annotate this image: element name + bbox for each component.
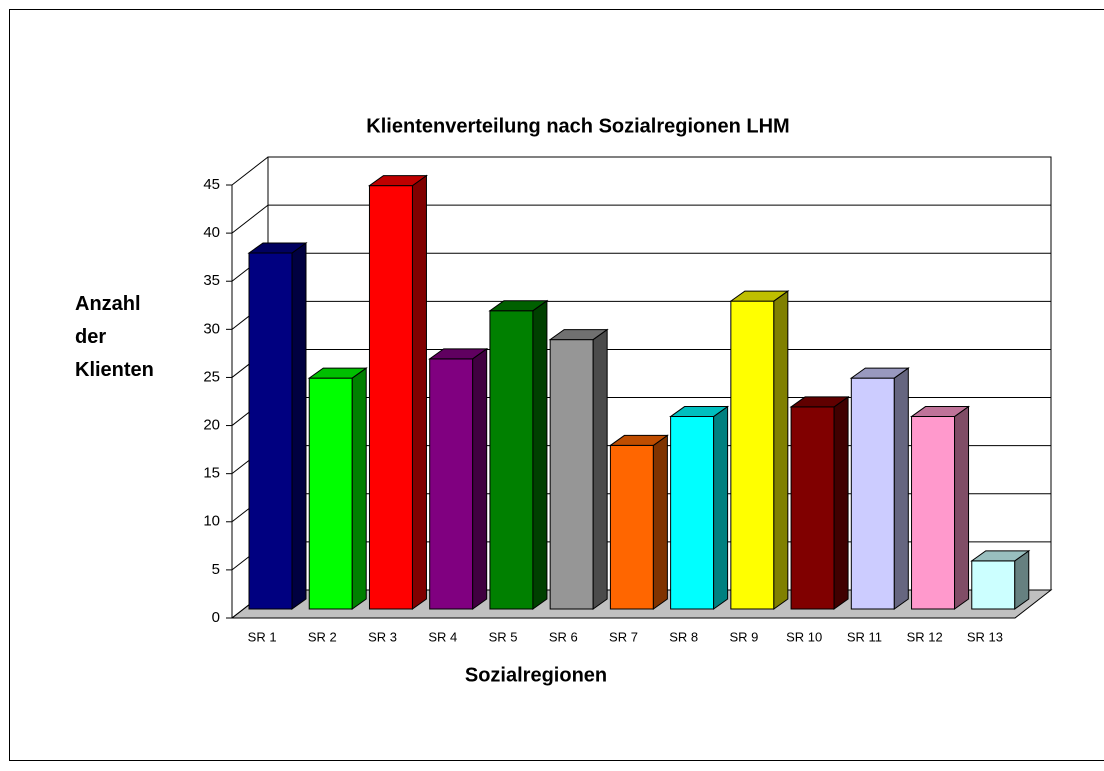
bar-face xyxy=(773,290,789,610)
x-tick-label: SR 5 xyxy=(489,629,518,644)
bar-face xyxy=(609,444,654,610)
bar-face xyxy=(909,406,971,418)
bar-face xyxy=(833,395,849,610)
bar-face xyxy=(670,416,715,610)
y-tick-label: 45 xyxy=(203,176,220,193)
bar-face xyxy=(911,416,956,610)
bar xyxy=(849,367,910,610)
y-tick-label: 35 xyxy=(203,272,220,289)
bar-face xyxy=(790,406,835,610)
bar xyxy=(307,367,368,610)
bar-face xyxy=(532,299,548,610)
bar-face xyxy=(730,300,775,610)
y-tick-label: 25 xyxy=(203,368,220,385)
bar xyxy=(367,174,429,610)
bar xyxy=(548,328,609,610)
bar-face xyxy=(789,396,850,408)
bar-face xyxy=(652,434,668,610)
y-tick-label: 20 xyxy=(203,417,220,434)
bar-face xyxy=(411,174,427,610)
bar-face xyxy=(549,339,594,610)
x-axis-title: Sozialregionen xyxy=(465,664,607,686)
bar-face xyxy=(307,367,368,379)
x-tick-label: SR 10 xyxy=(786,629,822,644)
bar-face xyxy=(608,434,669,446)
bar-face xyxy=(893,367,909,610)
y-tick-label: 10 xyxy=(203,513,220,530)
x-tick-label: SR 12 xyxy=(907,629,943,644)
bar-face xyxy=(248,252,293,610)
x-tick-label: SR 3 xyxy=(368,629,397,644)
bar-face xyxy=(669,406,730,418)
bar xyxy=(428,347,489,610)
bar-face xyxy=(472,347,488,610)
chart-title: Klientenverteilung nach Sozialregionen L… xyxy=(366,115,789,137)
bar xyxy=(247,242,308,610)
bar xyxy=(608,434,669,610)
y-tick-label: 40 xyxy=(203,224,220,241)
bar-face xyxy=(849,367,910,379)
x-tick-label: SR 7 xyxy=(609,629,638,644)
bar-face xyxy=(429,358,474,610)
bar-face xyxy=(428,348,489,360)
y-tick-label: 0 xyxy=(212,609,220,626)
bar xyxy=(729,290,790,610)
y-axis-title: Anzahl der Klienten xyxy=(75,293,154,381)
bar-face xyxy=(367,175,429,187)
bar-face xyxy=(488,300,549,312)
bar xyxy=(669,405,730,610)
bar xyxy=(488,299,549,610)
bar-face xyxy=(592,328,608,610)
x-tick-label: SR 1 xyxy=(248,629,277,644)
bar-face xyxy=(850,377,895,610)
x-tick-label: SR 9 xyxy=(730,629,759,644)
bar-face xyxy=(351,367,367,610)
bar-face xyxy=(971,560,1016,610)
bar-face xyxy=(954,405,970,610)
x-tick-label: SR 6 xyxy=(549,629,578,644)
x-tick-label: SR 11 xyxy=(847,629,882,644)
bar-face xyxy=(548,329,609,341)
bar xyxy=(789,395,850,610)
bar xyxy=(970,549,1031,610)
y-tick-label: 15 xyxy=(203,465,220,482)
y-tick-label: 30 xyxy=(203,320,220,337)
x-tick-label: SR 13 xyxy=(967,629,1003,644)
bar-face xyxy=(970,550,1031,562)
bar-face xyxy=(489,310,534,610)
grid-line xyxy=(231,156,269,186)
y-tick-label: 5 xyxy=(212,561,220,578)
x-tick-label: SR 8 xyxy=(669,629,698,644)
bar-face xyxy=(308,377,353,610)
bar-face xyxy=(729,290,790,302)
x-tick-label: SR 2 xyxy=(308,629,337,644)
bar-face xyxy=(291,242,307,610)
bar-face xyxy=(713,405,729,610)
grid-line xyxy=(231,204,269,234)
bar-face xyxy=(247,242,308,254)
bar xyxy=(909,405,971,610)
x-tick-label: SR 4 xyxy=(428,629,457,644)
bar-face xyxy=(368,185,413,610)
